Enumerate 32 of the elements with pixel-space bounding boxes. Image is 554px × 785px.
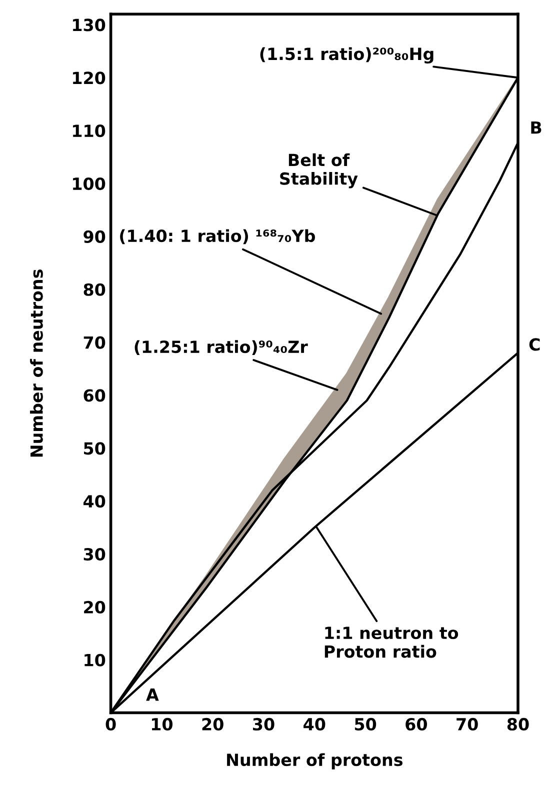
x-tick-label: 30 — [253, 718, 274, 731]
y-tick-label: 130 — [73, 18, 106, 32]
y-tick-label: 100 — [73, 177, 106, 190]
y-tick-label: 40 — [83, 495, 106, 508]
x-tick-label: 50 — [354, 718, 376, 731]
x-tick-label: 70 — [456, 718, 478, 731]
y-tick-label: 30 — [84, 548, 106, 561]
annotation: (1.25:1 ratio)⁹⁰₄₀Zr — [134, 340, 308, 356]
x-tick-label: 60 — [406, 718, 427, 731]
annotation: B — [531, 121, 542, 134]
x-tick-label: 80 — [507, 718, 529, 731]
y-tick-label: 50 — [84, 442, 106, 455]
annotation: A — [146, 688, 159, 701]
annotation: (1.5:1 ratio)²⁰⁰₈₀Hg — [260, 47, 434, 64]
y-tick-label: 60 — [84, 389, 106, 402]
y-tick-label: 20 — [84, 600, 106, 614]
y-tick-label: 120 — [73, 72, 106, 84]
x-tick-label: 10 — [152, 718, 172, 731]
y-tick-label: 110 — [73, 124, 106, 138]
annotation: 1:1 neutron to Proton ratio — [324, 626, 458, 658]
y-axis-title: Number of neutrons — [30, 270, 43, 457]
x-tick-label: 0 — [106, 718, 116, 731]
y-tick-label: 70 — [84, 336, 106, 349]
x-tick-label: 40 — [304, 718, 326, 731]
y-tick-label: 80 — [84, 283, 106, 296]
y-tick-label: 90 — [84, 230, 106, 243]
annotation: Belt of Stability — [280, 153, 358, 188]
y-tick-label: 10 — [84, 654, 106, 666]
annotation: C — [529, 338, 540, 351]
annotation: (1.40: 1 ratio) ¹⁶⁸₇₀Yb — [120, 229, 315, 244]
x-axis-title: Number of protons — [227, 753, 402, 770]
x-tick-label: 20 — [202, 718, 224, 731]
